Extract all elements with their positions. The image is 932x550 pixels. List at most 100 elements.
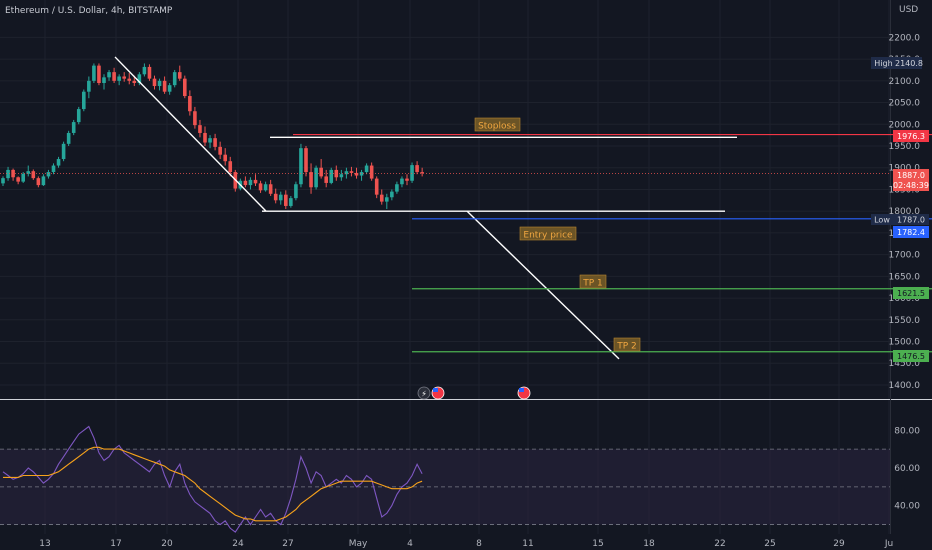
candle-body [284, 194, 288, 206]
candle-body [6, 169, 10, 179]
y-tick-label: 2000.0 [889, 120, 921, 130]
tp2-label-box[interactable] [613, 337, 641, 352]
candle-body [132, 80, 137, 83]
candle-body [157, 80, 162, 87]
candle-body [71, 122, 76, 133]
candle-body [243, 180, 248, 186]
candle-body [390, 191, 394, 198]
candle-body [248, 179, 253, 186]
countdown: 02:48:39 [893, 181, 929, 190]
candle-body [122, 76, 126, 79]
tp2-price-box [893, 350, 929, 362]
candle-body [198, 125, 202, 133]
candle-body [273, 193, 278, 201]
candle-body [56, 159, 61, 166]
x-tick-label: 29 [833, 539, 845, 549]
candle-body [147, 66, 152, 79]
current-price-box [893, 169, 929, 191]
candle-body [142, 66, 147, 75]
entry-label-box[interactable] [519, 226, 577, 241]
y-tick-label: 1700.0 [889, 251, 921, 261]
candle-body [193, 111, 197, 126]
candle-body [102, 77, 106, 83]
tp2-label: TP 2 [616, 342, 637, 352]
x-tick-label: 20 [161, 539, 173, 549]
lightning-icon[interactable] [417, 386, 431, 400]
candle-body [61, 143, 66, 160]
candle-body [92, 65, 96, 81]
currency-label: USD [899, 5, 918, 15]
x-tick-label: 15 [592, 539, 603, 549]
candle-body [127, 78, 132, 81]
candle-body [258, 183, 263, 191]
rsi-band [0, 448, 890, 525]
x-tick-label: 27 [282, 539, 293, 549]
tp1-price: 1621.5 [897, 289, 925, 298]
rsi-pane [2, 425, 423, 533]
projection-line [466, 210, 620, 360]
candle-body [16, 177, 20, 182]
candle-body [172, 72, 177, 86]
candle-body [208, 138, 212, 143]
candle-body [364, 165, 369, 173]
candle-body [183, 78, 187, 97]
stoploss-price: 1976.3 [897, 132, 925, 141]
tp1-label: TP 1 [582, 279, 603, 289]
candle-body [87, 80, 91, 92]
candle-body [374, 178, 379, 195]
y-tick-label: 1400.0 [889, 381, 921, 391]
stoploss-label: Stoploss [478, 122, 516, 132]
rsi-y-tick-label: 80.00 [894, 426, 920, 436]
tp1-price-box [893, 287, 929, 299]
x-tick-label: 11 [522, 539, 533, 549]
y-tick-label: 1950.0 [889, 142, 921, 152]
candle-body [304, 148, 308, 173]
candle-body [299, 148, 303, 185]
low-price-box [893, 214, 929, 225]
x-tick-label: 17 [110, 539, 121, 549]
high-tag-box [871, 57, 896, 69]
candle-body [278, 194, 283, 201]
candle-body [203, 132, 207, 143]
candle-body [324, 176, 328, 183]
tp2-price: 1476.5 [897, 352, 925, 361]
stoploss-label-box[interactable] [474, 117, 521, 132]
x-tick-label: 18 [643, 539, 655, 549]
x-tick-label: 13 [39, 539, 50, 549]
candle-body [26, 171, 31, 174]
y-tick-label: 1450.0 [889, 359, 921, 369]
candle-body [329, 169, 334, 183]
candle-body [294, 184, 298, 199]
y-tick-label: 1550.0 [889, 316, 921, 326]
candle-body [289, 198, 293, 206]
candle-body [11, 169, 15, 178]
candle-body [31, 171, 36, 179]
candle-body [177, 72, 182, 79]
lightning-icon-glyph: ⚡ [421, 390, 427, 399]
candle-body [76, 109, 81, 123]
chart-title: Ethereum / U.S. Dollar, 4h, BITSTAMP [5, 6, 173, 16]
y-tick-label: 1600.0 [889, 294, 921, 304]
candle-body [385, 197, 389, 202]
y-tick-label: 2100.0 [889, 77, 921, 87]
candle-body [46, 172, 51, 177]
candle-body [314, 167, 318, 188]
candle-body [379, 194, 384, 202]
y-tick-label: 1800.0 [889, 207, 921, 217]
high-tag: High [874, 59, 892, 68]
candle-body [354, 172, 359, 176]
candle-body [82, 91, 86, 110]
y-tick-label: 1650.0 [889, 272, 921, 282]
rsi-ma-line [3, 446, 423, 522]
candle-body [152, 78, 157, 87]
candle-body [213, 138, 217, 147]
candle-body [410, 165, 414, 181]
low-price: 1787.0 [897, 216, 925, 225]
rsi-line [2, 425, 423, 533]
rsi-y-tick-label: 60.00 [894, 464, 920, 474]
candle-body [415, 165, 419, 173]
tp1-label-box[interactable] [579, 274, 607, 289]
candle-body [36, 178, 41, 186]
candle-body [21, 173, 25, 182]
